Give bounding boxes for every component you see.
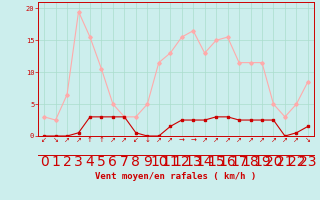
X-axis label: Vent moyen/en rafales ( km/h ): Vent moyen/en rafales ( km/h ) bbox=[95, 172, 257, 181]
